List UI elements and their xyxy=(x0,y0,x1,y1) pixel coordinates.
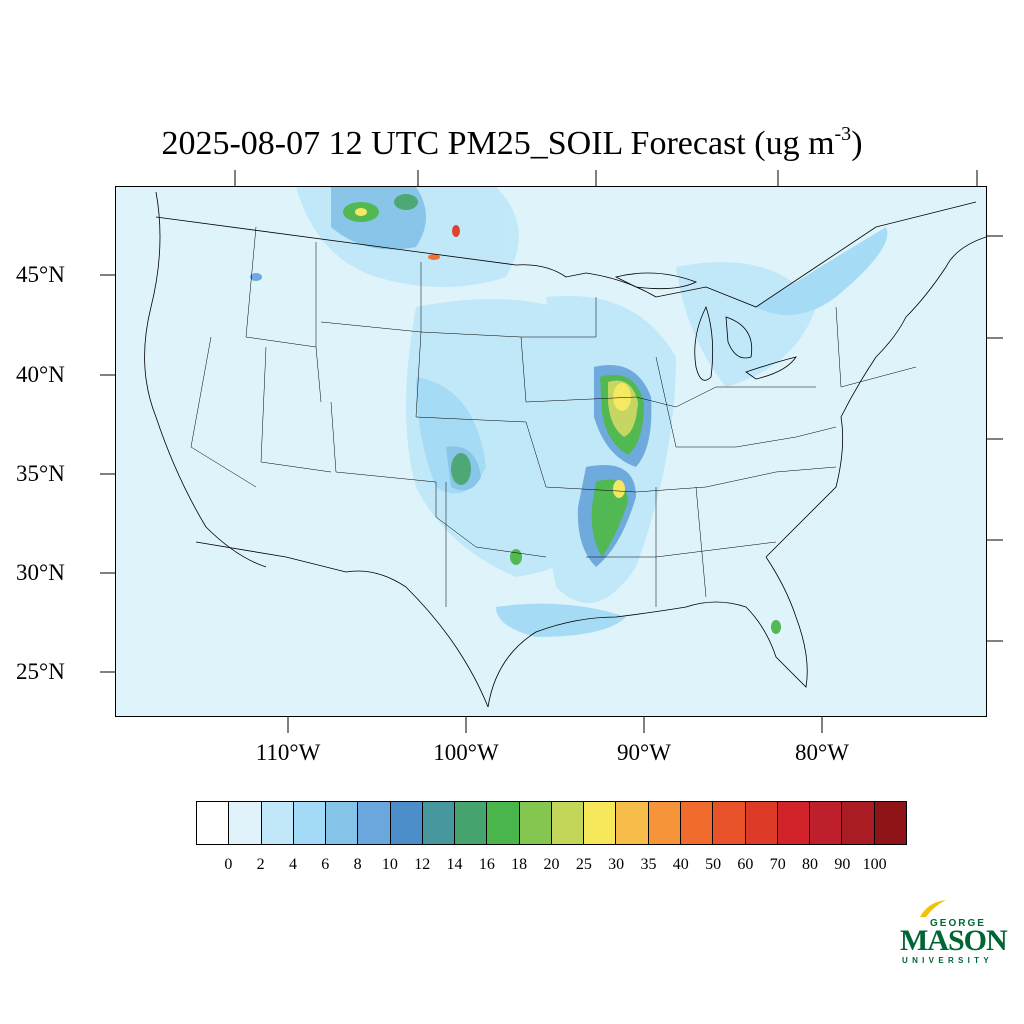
shade-arkansas-mid xyxy=(591,479,628,557)
colorbar-label: 60 xyxy=(737,856,754,873)
lake-huron xyxy=(725,316,753,359)
logo-mason-text: MASON xyxy=(900,924,1008,957)
colorbar-label: 30 xyxy=(608,856,625,873)
colorbar-label: 70 xyxy=(769,856,786,873)
colorbar-label: 20 xyxy=(543,856,560,873)
lon-label-80: 80°W xyxy=(795,740,849,765)
colorbar-label: 0 xyxy=(224,856,233,873)
colorbar-swatch xyxy=(519,802,552,844)
lake-erie xyxy=(745,356,797,380)
colorbar-swatch xyxy=(842,802,875,844)
shade-wa-id xyxy=(250,273,262,281)
colorbar-swatch xyxy=(358,802,391,844)
shade-gulf-coast xyxy=(496,603,626,637)
logo-flame-icon xyxy=(920,900,946,917)
colorbar-swatch xyxy=(293,802,327,844)
colorbar-label: 4 xyxy=(288,856,297,873)
colorbar-label: 2 xyxy=(256,856,265,873)
colorbar-swatch xyxy=(229,802,262,844)
logo-university-text: UNIVERSITY xyxy=(902,956,994,965)
colorbar-swatch xyxy=(422,802,456,844)
shade-st-lawrence xyxy=(756,227,888,315)
colorbar-label: 18 xyxy=(511,856,528,873)
map-panel xyxy=(115,186,987,717)
map-svg xyxy=(144,187,986,708)
colorbar-swatch xyxy=(197,802,230,844)
atlantic-coast xyxy=(765,236,986,558)
colorbar-swatch xyxy=(745,802,778,844)
lon-label-90: 90°W xyxy=(617,740,671,765)
pacific-coast xyxy=(144,191,267,568)
lat-label-25: 25°N xyxy=(16,659,65,684)
colorbar-swatch xyxy=(584,802,617,844)
colorbar-label: 25 xyxy=(575,856,592,873)
colorbar-swatch xyxy=(455,802,488,844)
shade-sask-2 xyxy=(394,194,418,210)
lon-label-100: 100°W xyxy=(433,740,499,765)
boundaries xyxy=(144,191,986,708)
colorbar-label: 40 xyxy=(672,856,689,873)
george-mason-logo: GEORGE MASON UNIVERSITY xyxy=(898,898,1008,970)
colorbar-swatch xyxy=(261,802,294,844)
shade-sask-peak xyxy=(355,208,367,216)
us-canada-border xyxy=(155,201,977,308)
title-text: 2025-08-07 12 UTC PM25_SOIL Forecast (ug… xyxy=(161,125,835,162)
colorbar-label: 6 xyxy=(321,856,330,873)
colorbar-label: 8 xyxy=(353,856,362,873)
colorbar-label: 35 xyxy=(640,856,657,873)
lake-superior xyxy=(614,272,698,290)
colorbar-label: 100 xyxy=(862,856,887,873)
colorbar-swatch xyxy=(616,802,649,844)
colorbar-swatch xyxy=(874,802,906,844)
shade-illinois-peak xyxy=(613,383,631,411)
colorbar-swatch xyxy=(487,802,520,844)
colorbar-label: 80 xyxy=(802,856,819,873)
mexico-border xyxy=(195,541,489,708)
colorbar-label: 90 xyxy=(834,856,851,873)
colorbar-swatch xyxy=(326,802,359,844)
colorbar-swatch xyxy=(810,802,843,844)
colorbar-swatch xyxy=(777,802,811,844)
logo-george-text: GEORGE xyxy=(930,918,986,929)
lat-label-35: 35°N xyxy=(16,461,65,486)
chart-title: 2025-08-07 12 UTC PM25_SOIL Forecast (ug… xyxy=(0,112,1024,166)
shade-manitoba-2 xyxy=(452,225,460,237)
shade-oklahoma-core xyxy=(451,453,471,485)
colorbar-label: 14 xyxy=(446,856,463,873)
gulf-coast xyxy=(487,556,808,708)
colorbar-swatch xyxy=(648,802,681,844)
state-lines xyxy=(190,226,917,607)
shade-manitoba-peak xyxy=(428,254,440,260)
shade-arkansas-peak xyxy=(613,480,625,498)
colorbar-swatch xyxy=(551,802,585,844)
colorbar-swatch xyxy=(390,802,423,844)
colorbar-label: 50 xyxy=(705,856,722,873)
colorbar-label: 12 xyxy=(414,856,431,873)
colorbar-label: 10 xyxy=(381,856,398,873)
colorbar-swatch xyxy=(713,802,746,844)
lon-label-110: 110°W xyxy=(255,740,321,765)
concentration-shading xyxy=(250,187,888,637)
colorbar-labels: 0 2 4 6 8 10 12 14 16 18 20 25 30 35 40 50 60 70 80 90 100 xyxy=(196,856,907,878)
shade-florida xyxy=(771,620,781,634)
title-close: ) xyxy=(851,125,863,162)
lake-michigan xyxy=(694,305,714,381)
colorbar-label: 16 xyxy=(478,856,495,873)
lat-label-30: 30°N xyxy=(16,560,65,585)
lat-label-45: 45°N xyxy=(16,262,65,287)
colorbar-swatch xyxy=(680,802,714,844)
lat-label-40: 40°N xyxy=(16,362,65,387)
title-exponent: -3 xyxy=(834,123,852,145)
colorbar xyxy=(196,801,907,845)
